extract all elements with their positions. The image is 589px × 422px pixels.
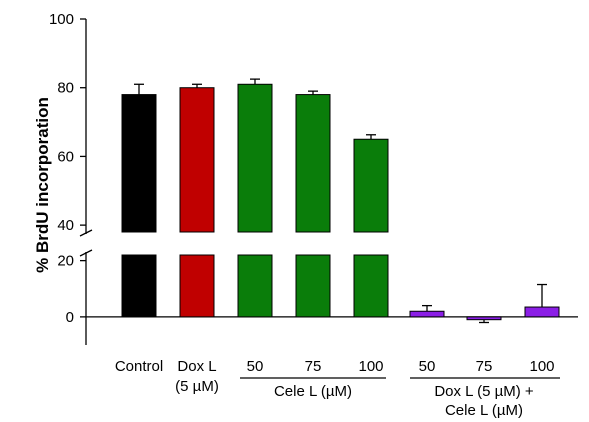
- category-label: Control: [115, 358, 163, 375]
- bar-upper: [295, 94, 331, 233]
- category-label: 75: [305, 358, 322, 375]
- bar: [409, 310, 445, 318]
- bar-lower: [237, 254, 273, 318]
- bar-upper: [353, 138, 389, 233]
- bar-upper: [237, 83, 273, 233]
- y-tick-label: 60: [57, 148, 74, 165]
- category-label: Dox L: [177, 358, 216, 375]
- bar-upper: [179, 87, 215, 233]
- bar-lower: [179, 254, 215, 318]
- bar: [466, 316, 502, 321]
- group-label: Dox L (5 µM) +: [434, 383, 534, 400]
- category-label: 50: [419, 358, 436, 375]
- category-labels: Control Dox L (5 µM) 50 75 100 50 75 100 Cele L (…: [115, 358, 560, 419]
- y-axis-label: % BrdU incorporation: [33, 97, 52, 273]
- bar-lower: [295, 254, 331, 318]
- category-label: 50: [247, 358, 264, 375]
- bar-lower: [121, 254, 157, 318]
- bar-lower: [353, 254, 389, 318]
- y-tick-label: 40: [57, 217, 74, 234]
- bars: [121, 78, 560, 324]
- y-tick-label: 100: [49, 11, 74, 28]
- group-label-line2: Cele L (µM): [445, 402, 523, 419]
- y-tick-label: 20: [57, 253, 74, 270]
- category-label: 100: [529, 358, 554, 375]
- group-label: Cele L (µM): [274, 383, 352, 400]
- bar: [524, 306, 560, 318]
- category-label: 75: [476, 358, 493, 375]
- category-sublabel: (5 µM): [175, 378, 219, 395]
- y-tick-label: 80: [57, 80, 74, 97]
- category-label: 100: [358, 358, 383, 375]
- y-tick-label: 0: [66, 309, 74, 326]
- axes: 0 20 40 60 80 100: [49, 11, 578, 345]
- axis-break-mark: [79, 229, 93, 237]
- axis-break-mark: [79, 249, 93, 257]
- bar-upper: [121, 94, 157, 233]
